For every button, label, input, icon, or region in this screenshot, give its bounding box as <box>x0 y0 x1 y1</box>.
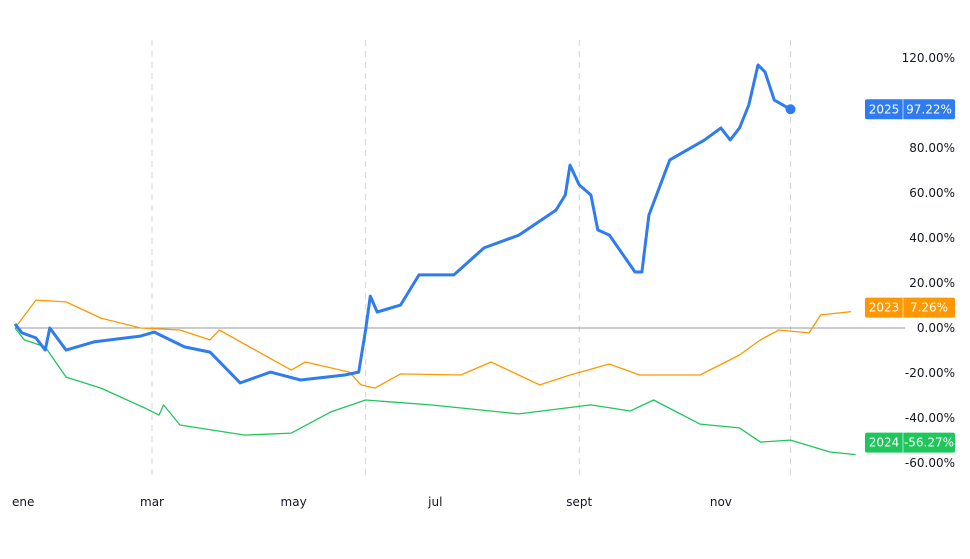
x-tick-label: mar <box>140 495 164 509</box>
y-tick-label: 0.00% <box>917 321 955 335</box>
y-tick-label: 20.00% <box>909 276 955 290</box>
series-line-2025 <box>13 63 792 385</box>
y-axis[interactable]: 120.00% 80.00% 60.00% 40.00% 20.00% 0.00% -20.… <box>902 51 955 470</box>
y-tick-label: -60.00% <box>905 456 955 470</box>
y-tick-label: 120.00% <box>902 51 955 65</box>
badge-series-name: 2025 <box>869 102 900 116</box>
x-axis[interactable]: ene mar may jul sept nov <box>12 495 732 509</box>
x-tick-label: jul <box>427 495 442 509</box>
series-badge-2023: 2023 7.26% <box>865 297 955 318</box>
series-line-2024 <box>14 327 856 456</box>
series-lines <box>13 63 856 456</box>
series-badge-2025: 2025 97.22% <box>865 99 955 120</box>
badge-background <box>865 432 955 453</box>
series-badges: 2025 97.22% 2023 7.26% 2024 -56.27% <box>865 99 955 453</box>
badge-last-value: 7.26% <box>910 301 948 315</box>
badge-background <box>865 99 955 120</box>
series-line-2023 <box>14 299 851 389</box>
y-tick-label: 80.00% <box>909 141 955 155</box>
badge-last-value: -56.27% <box>904 436 954 450</box>
y-tick-label: -20.00% <box>905 366 955 380</box>
badge-series-name: 2024 <box>869 436 900 450</box>
y-tick-label: -40.00% <box>905 411 955 425</box>
badge-last-value: 97.22% <box>906 102 952 116</box>
badge-series-name: 2023 <box>869 301 900 315</box>
y-tick-label: 60.00% <box>909 186 955 200</box>
x-tick-label: sept <box>566 495 592 509</box>
series-end-marker <box>785 104 796 115</box>
badge-background <box>865 297 955 318</box>
x-tick-label: ene <box>12 495 34 509</box>
x-tick-label: nov <box>710 495 732 509</box>
x-tick-label: may <box>281 495 307 509</box>
series-badge-2024: 2024 -56.27% <box>865 432 955 453</box>
y-tick-label: 40.00% <box>909 231 955 245</box>
